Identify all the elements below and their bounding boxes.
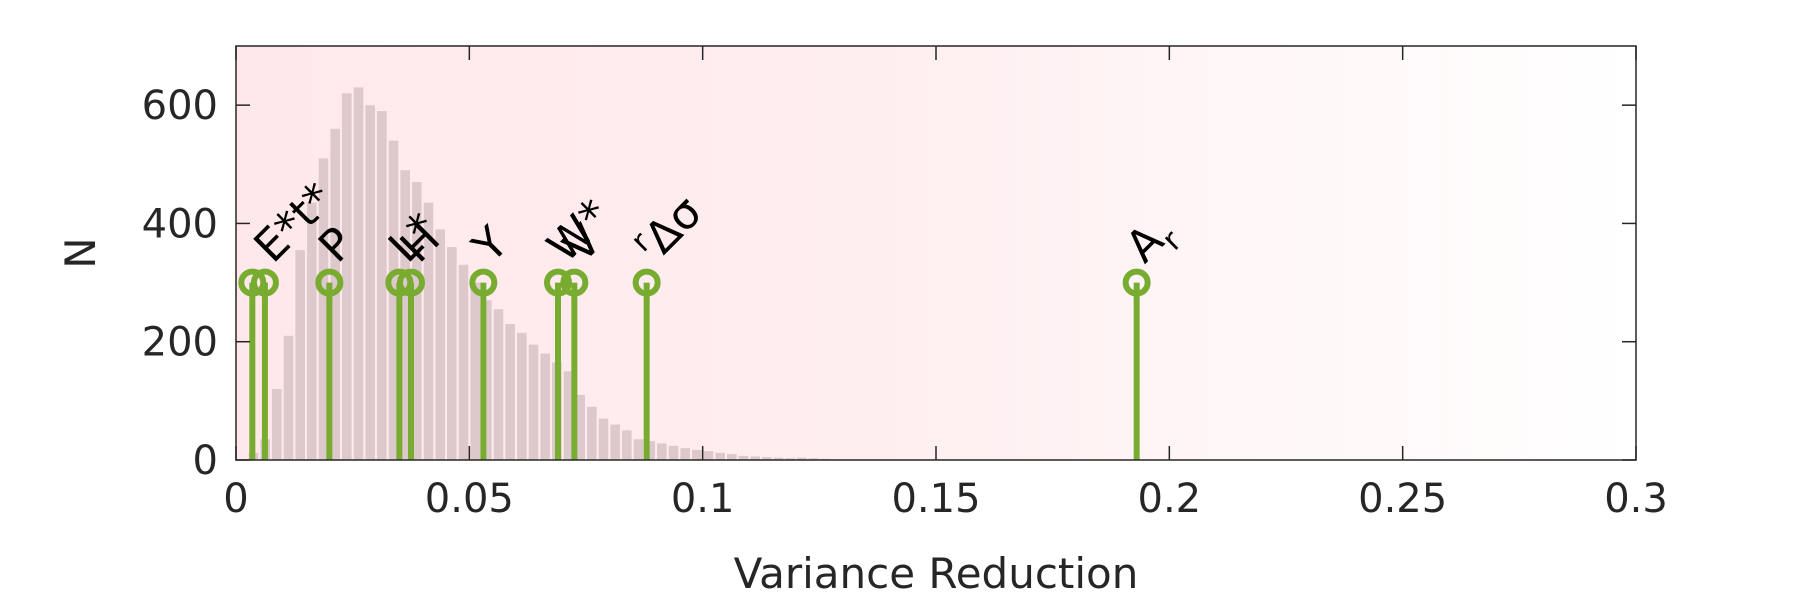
histogram-bar <box>762 457 772 460</box>
histogram-bar <box>715 452 725 460</box>
histogram-bar <box>412 182 422 460</box>
histogram-bar <box>622 430 632 460</box>
stem-marker <box>544 268 572 297</box>
histogram-bar <box>657 443 667 460</box>
histogram-bar <box>435 229 445 460</box>
histogram-bar <box>517 332 527 460</box>
histogram-bar <box>563 371 574 460</box>
histogram-bar <box>307 202 317 460</box>
histogram-bar <box>458 264 469 460</box>
histogram-bar <box>470 282 480 460</box>
stem-marker <box>469 268 498 297</box>
histogram-bar <box>342 93 352 461</box>
stem-marker <box>632 268 661 297</box>
histogram-bar <box>388 140 399 460</box>
y-tick-label: 0 <box>193 438 218 484</box>
histogram-bar <box>797 457 807 460</box>
histogram-bar <box>610 424 620 460</box>
histogram-bar <box>645 441 655 460</box>
stem-marker <box>250 268 279 297</box>
histogram-bar <box>587 406 597 460</box>
histogram-bar <box>680 448 690 460</box>
y-tick-label: 400 <box>142 201 218 247</box>
histogram-bar <box>365 105 375 461</box>
x-tick-label: 0.05 <box>425 476 514 522</box>
histogram-bar <box>575 394 585 460</box>
histogram-bar <box>773 457 784 460</box>
plot-background <box>236 46 1636 460</box>
x-tick-label: 0.15 <box>891 476 980 522</box>
histogram-bar <box>633 439 644 460</box>
histogram-bar <box>750 456 760 460</box>
histogram-bar <box>808 458 819 460</box>
stem-marker <box>315 268 344 297</box>
y-axis-title: N <box>56 237 105 268</box>
y-axis-ticks: 0 200 400 600 <box>142 83 1636 484</box>
histogram-bar <box>482 300 492 460</box>
histogram-bar <box>692 449 702 460</box>
x-tick-label: 0.1 <box>671 476 735 522</box>
histogram-bar <box>272 389 282 460</box>
histogram-bar <box>703 451 714 460</box>
x-tick-label: 0.3 <box>1604 476 1668 522</box>
histogram-bar <box>447 247 457 460</box>
histogram-bar <box>283 335 294 460</box>
histogram-bar <box>727 454 737 460</box>
histogram-bar <box>738 455 749 460</box>
stem-markers <box>238 268 1151 460</box>
histogram-bar <box>318 158 329 460</box>
histogram-bar <box>377 111 387 461</box>
x-tick-label: 0.25 <box>1358 476 1447 522</box>
histogram-bar <box>400 170 410 460</box>
histogram-bar <box>598 418 609 460</box>
x-axis-ticks: 0 0.05 0.1 0.15 0.2 0.25 0.3 <box>223 46 1668 522</box>
histogram-bar <box>493 309 504 460</box>
histogram-bar <box>295 250 305 460</box>
histogram-bar <box>528 344 539 460</box>
histogram-bar <box>785 458 795 460</box>
stem-marker <box>1122 268 1151 297</box>
histogram-bar <box>505 323 515 460</box>
stem-marker <box>397 268 425 297</box>
stem-marker <box>560 268 589 297</box>
x-tick-label: 0 <box>223 476 248 522</box>
x-tick-label: 0.2 <box>1138 476 1202 522</box>
y-tick-label: 600 <box>142 83 218 129</box>
x-axis-title: Variance Reduction <box>734 549 1139 598</box>
y-tick-label: 200 <box>142 320 218 366</box>
histogram-bar <box>540 353 550 460</box>
histogram-bar <box>353 87 364 461</box>
histogram-bar <box>423 202 434 460</box>
histogram-bar <box>668 445 679 460</box>
